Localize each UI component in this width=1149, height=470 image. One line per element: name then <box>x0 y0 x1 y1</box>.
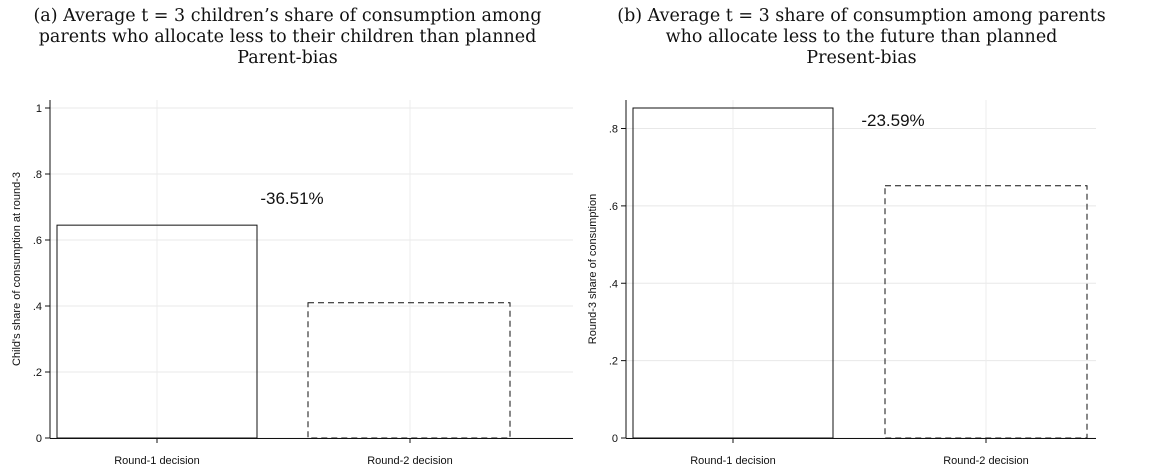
y-tick-label-a-0: 0 <box>36 433 42 445</box>
y-tick-label-b-0: 0 <box>612 433 618 445</box>
caption-a: (a) Average t = 3 children’s share of co… <box>0 6 575 69</box>
y-tick-label-a-5: 1 <box>36 103 42 115</box>
chart-a: 0 .2 .4 .6 .8 1 Round-1 decision Round-2 decisi… <box>11 100 573 467</box>
caption-b-line1: (b) Average t = 3 share of consumption a… <box>617 6 1106 26</box>
y-tick-label-a-1: .2 <box>33 367 42 379</box>
x-tick-label-b-0: Round-1 decision <box>690 455 776 467</box>
caption-b: (b) Average t = 3 share of consumption a… <box>574 6 1149 69</box>
bar-a-1 <box>307 302 511 439</box>
y-tick-label-b-4: .8 <box>609 124 618 136</box>
annotation-a: -36.51% <box>260 189 323 208</box>
y-tick-label-b-3: .6 <box>609 201 618 213</box>
y-axis-label-a: Child's share of consumption at round-3 <box>11 172 23 366</box>
caption-a-line2: parents who allocate less to their child… <box>38 27 537 47</box>
chart-b: 0 .2 .4 .6 .8 Round-1 decision Round-2 decisio… <box>587 100 1096 467</box>
y-tick-label-a-3: .6 <box>33 235 42 247</box>
caption-b-line2: who allocate less to the future than pla… <box>665 27 1058 47</box>
caption-a-line1: (a) Average t = 3 children’s share of co… <box>33 6 542 26</box>
x-tick-label-a-1: Round-2 decision <box>367 455 453 467</box>
y-tick-label-a-4: .8 <box>33 169 42 181</box>
x-tick-label-b-1: Round-2 decision <box>943 455 1029 467</box>
caption-a-line3: Parent-bias <box>237 48 338 68</box>
y-tick-label-b-2: .4 <box>609 278 618 290</box>
y-axis-label-b: Round-3 share of consumption <box>587 194 599 344</box>
y-tick-label-a-2: .4 <box>33 301 42 313</box>
x-tick-label-a-0: Round-1 decision <box>114 455 200 467</box>
caption-b-line3: Present-bias <box>806 48 917 68</box>
y-tick-label-b-1: .2 <box>609 356 618 368</box>
annotation-b: -23.59% <box>861 111 924 130</box>
